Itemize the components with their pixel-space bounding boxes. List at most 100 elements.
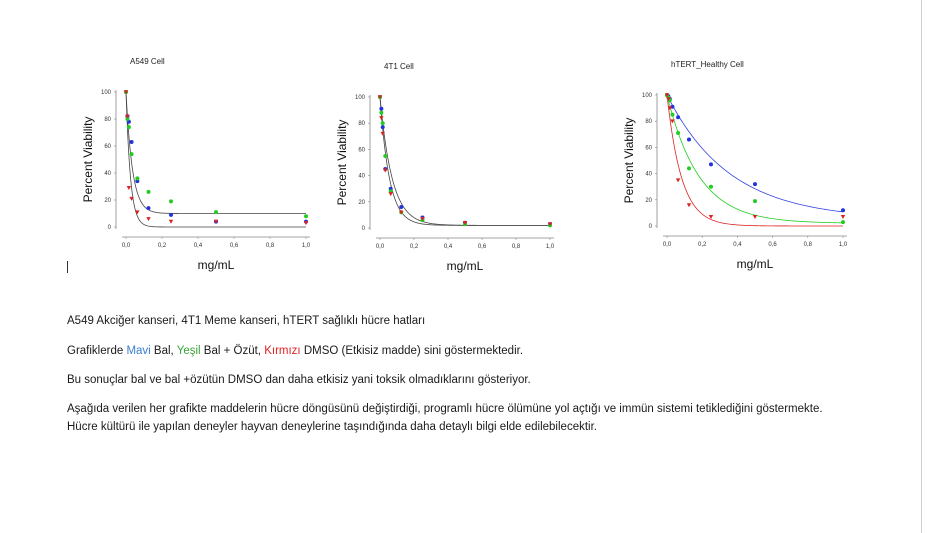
y-tick-label: 20 bbox=[645, 198, 652, 204]
x-tick-label: 1,0 bbox=[302, 243, 311, 249]
data-point-circle bbox=[169, 212, 173, 217]
x-tick-label: 0,2 bbox=[410, 244, 419, 250]
fit-curve bbox=[125, 91, 306, 228]
chart-a549-svg: A549 Cell 0 20 40 60 80 100 0,0 0,2 0,4 0,6 0,8 1,0 P… bbox=[81, 57, 311, 272]
legend-green-word: Yeşil bbox=[176, 345, 201, 357]
x-tick-label: 0,0 bbox=[122, 243, 131, 249]
legend-prefix: Grafiklerde bbox=[67, 345, 127, 357]
data-point-circle bbox=[383, 153, 388, 158]
data-point-triangle bbox=[380, 131, 385, 136]
x-tick-label: 0,6 bbox=[478, 244, 487, 250]
y-tick-label: 40 bbox=[645, 172, 652, 178]
y-axis-label: Percent Viability bbox=[81, 117, 95, 203]
data-point-circle bbox=[146, 206, 151, 211]
data-point-triangle bbox=[675, 178, 681, 183]
data-point-circle bbox=[214, 210, 218, 215]
data-point-triangle bbox=[123, 90, 129, 95]
data-point-triangle bbox=[399, 210, 404, 215]
data-point-triangle bbox=[664, 93, 670, 98]
data-point-circle bbox=[676, 115, 681, 120]
data-point-triangle bbox=[686, 203, 692, 208]
chart-htert-svg: hTERT_Healthy Cell 0 20 40 60 80 100 0,0 0,2 0,4 0… bbox=[622, 60, 848, 271]
chart-title: hTERT_Healthy Cell bbox=[671, 60, 744, 69]
y-tick-label: 40 bbox=[358, 174, 365, 180]
x-tick-label: 0,4 bbox=[733, 242, 742, 248]
data-point-circle bbox=[841, 220, 845, 225]
data-point-circle bbox=[709, 162, 713, 167]
y-tick-label: 100 bbox=[101, 90, 112, 96]
chart-4t1-svg: 4T1 Cell 0 20 40 60 80 100 0,0 0,2 0,4 0,6 0,8 1,0 Pe… bbox=[335, 62, 555, 273]
x-tick-label: 0,6 bbox=[768, 242, 777, 248]
x-tick-label: 0,8 bbox=[804, 242, 813, 248]
y-tick-label: 60 bbox=[645, 145, 652, 151]
data-point-circle bbox=[379, 110, 384, 115]
data-point-circle bbox=[753, 199, 757, 204]
data-point-circle bbox=[687, 166, 691, 171]
y-tick-label: 60 bbox=[358, 147, 365, 153]
data-point-circle bbox=[380, 125, 385, 130]
x-tick-label: 1,0 bbox=[839, 242, 848, 248]
chart-title: A549 Cell bbox=[130, 57, 165, 66]
data-point-triangle bbox=[752, 215, 758, 220]
data-point-circle bbox=[399, 205, 404, 210]
y-tick-label: 0 bbox=[108, 225, 112, 231]
y-axis-label: Percent Viability bbox=[335, 120, 349, 206]
data-point-circle bbox=[304, 214, 308, 219]
fit-curve bbox=[666, 94, 844, 213]
data-point-circle bbox=[670, 104, 675, 109]
data-point-triangle bbox=[303, 221, 309, 226]
data-point-circle bbox=[129, 139, 134, 144]
data-point-circle bbox=[135, 176, 140, 181]
x-tick-label: 1,0 bbox=[546, 244, 555, 250]
data-point-triangle bbox=[670, 119, 675, 124]
y-tick-label: 0 bbox=[649, 224, 653, 230]
data-point-triangle bbox=[666, 97, 671, 102]
x-tick-label: 0,8 bbox=[266, 243, 275, 249]
x-tick-label: 0,8 bbox=[512, 244, 521, 250]
data-point-circle bbox=[380, 121, 385, 126]
chart-a549: A549 Cell 0 20 40 60 80 100 0,0 0,2 0,4 0,6 0,8 1,0 P… bbox=[60, 55, 320, 275]
legend-suffix: DMSO (Etkisiz madde) sini göstermektedir… bbox=[300, 345, 524, 357]
data-point-circle bbox=[709, 184, 713, 189]
data-point-circle bbox=[379, 106, 384, 111]
y-tick-label: 0 bbox=[362, 226, 366, 232]
data-point-triangle bbox=[667, 106, 673, 111]
data-point-triangle bbox=[379, 116, 384, 121]
chart-4t1: 4T1 Cell 0 20 40 60 80 100 0,0 0,2 0,4 0,6 0,8 1,0 Pe… bbox=[325, 60, 575, 275]
x-tick-label: 0,2 bbox=[158, 243, 167, 249]
data-point-circle bbox=[146, 189, 151, 194]
data-point-triangle bbox=[135, 210, 140, 215]
data-point-triangle bbox=[388, 192, 393, 197]
data-point-circle bbox=[687, 137, 691, 142]
y-tick-label: 80 bbox=[358, 121, 365, 127]
data-point-triangle bbox=[383, 168, 388, 173]
data-point-triangle bbox=[708, 215, 714, 220]
x-tick-label: 0,4 bbox=[194, 243, 203, 249]
data-point-triangle bbox=[213, 219, 219, 224]
data-point-circle bbox=[753, 182, 757, 187]
y-tick-label: 40 bbox=[104, 171, 111, 177]
data-point-circle bbox=[169, 199, 173, 204]
data-point-triangle bbox=[168, 219, 174, 224]
data-point-circle bbox=[670, 112, 675, 117]
legend-blue-word: Mavi bbox=[126, 345, 151, 357]
y-axis-label: Percent Viability bbox=[622, 118, 636, 204]
data-point-triangle bbox=[840, 215, 846, 220]
x-tick-label: 0,6 bbox=[230, 243, 239, 249]
x-tick-label: 0,2 bbox=[698, 242, 707, 248]
data-point-triangle bbox=[126, 186, 132, 191]
x-axis-label: mg/mL bbox=[737, 257, 774, 271]
fit-curve bbox=[125, 91, 306, 214]
y-tick-label: 80 bbox=[645, 119, 652, 125]
data-point-circle bbox=[129, 152, 134, 157]
x-tick-label: 0,4 bbox=[444, 244, 453, 250]
data-point-triangle bbox=[377, 95, 383, 100]
data-point-triangle bbox=[420, 217, 425, 222]
chart-htert: hTERT_Healthy Cell 0 20 40 60 80 100 0,0 0,2 0,4 0… bbox=[610, 55, 860, 275]
doc-line-explanation: Aşağıda verilen her grafikte maddelerin … bbox=[67, 403, 823, 433]
doc-line-conclusion: Bu sonuçlar bal ve bal +özütün DMSO dan … bbox=[67, 374, 531, 386]
legend-mid2: Bal + Özüt, bbox=[200, 345, 265, 357]
data-point-triangle bbox=[547, 222, 553, 227]
y-tick-label: 80 bbox=[104, 117, 111, 123]
fit-curve bbox=[666, 94, 843, 227]
